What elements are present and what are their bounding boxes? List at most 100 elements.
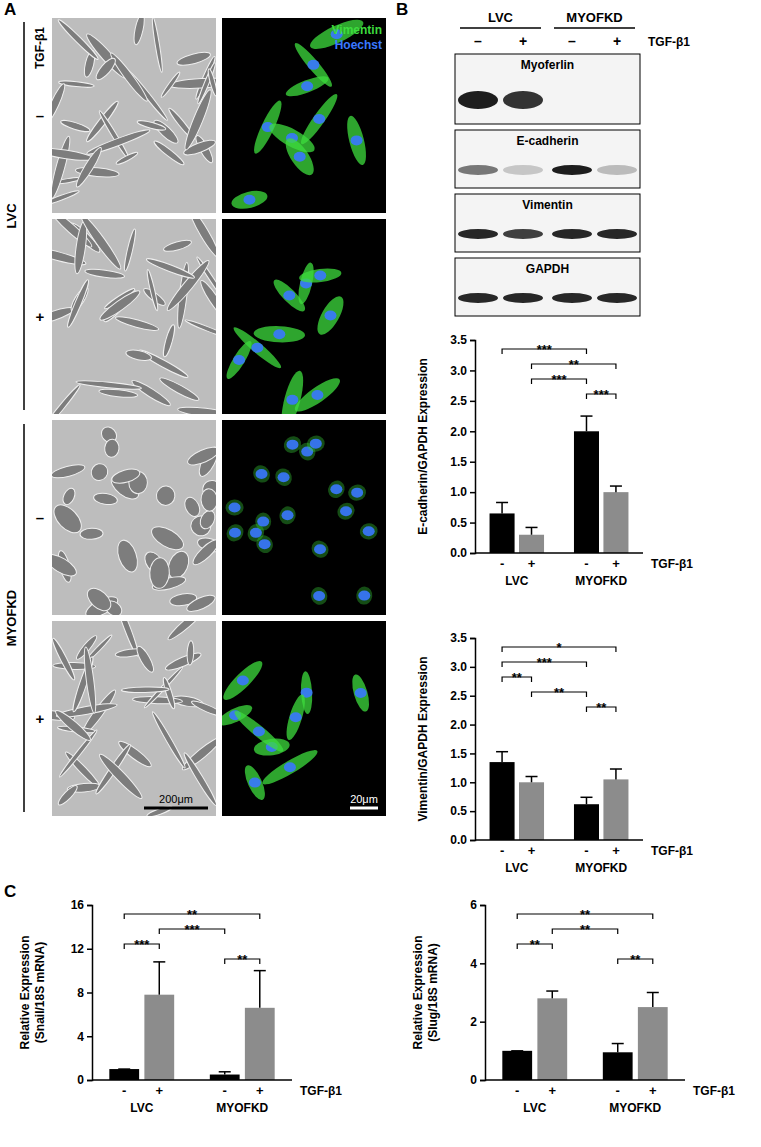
y-tick: 2.0 (450, 718, 475, 732)
error-bar-cap (511, 1050, 523, 1052)
error-bar (610, 486, 622, 492)
chart: 0.00.51.01.52.02.53.03.5-+LVC-+MYOFKDTGF… (416, 333, 693, 588)
error-bar (511, 1050, 523, 1051)
category-label: MYOFKD (575, 861, 627, 875)
cell-nucleus (290, 712, 302, 722)
error-bar-stem (615, 769, 617, 779)
cell-nucleus (284, 762, 296, 772)
cell (96, 751, 145, 801)
error-bar (496, 502, 508, 513)
y-axis-title: E-cadherin/GAPDH Expression (416, 358, 430, 535)
y-tick-label: 1.5 (450, 455, 467, 469)
cell-cytoskeleton (230, 188, 269, 212)
y-tick-label: 0.5 (450, 804, 467, 818)
blot-box (455, 258, 640, 316)
error-bar-cap (610, 485, 622, 487)
error-bar (254, 971, 266, 1008)
y-axis-line (470, 639, 476, 841)
y-tick-mark (470, 431, 475, 433)
y-tick-mark (87, 992, 92, 994)
cell (60, 118, 91, 134)
bar (574, 804, 599, 840)
cell-cytoskeleton (222, 657, 267, 705)
image-background (52, 219, 216, 414)
image-background (52, 18, 216, 213)
error-bar-stem (586, 797, 588, 804)
cell (77, 219, 124, 272)
cell (115, 151, 139, 166)
y-tick-mark (480, 905, 485, 907)
blot-band (458, 165, 498, 175)
protein-label: Myoferlin (521, 58, 574, 72)
error-bar-cap (580, 415, 592, 417)
y-tick: 0.0 (450, 833, 475, 847)
y-tick-label: 2.0 (450, 425, 467, 439)
blot-group-underline (554, 27, 635, 29)
plot-marks (502, 991, 667, 1080)
cell-nucleus (237, 675, 249, 685)
cell (152, 139, 186, 167)
y-tick-label: 3.5 (450, 333, 467, 347)
x-axis-line (475, 552, 643, 554)
cell (121, 687, 169, 693)
blot-band (552, 165, 592, 175)
cell (164, 650, 203, 673)
series-label: - (616, 1083, 620, 1098)
bar (502, 1051, 532, 1080)
blot-band (458, 91, 498, 109)
cell (161, 324, 176, 358)
cell-cytoskeleton (358, 522, 379, 542)
fluorescence-image (222, 420, 386, 615)
error-bar (546, 991, 558, 998)
error-bar-cap (153, 961, 165, 963)
cell-nucleus (351, 488, 363, 498)
cell-cytoskeleton (277, 504, 297, 526)
cell (136, 119, 166, 132)
cell (84, 268, 125, 280)
bar (519, 535, 544, 553)
y-tick: 2.0 (450, 425, 475, 439)
cell-nucleus (363, 526, 375, 536)
x-axis-title: TGF-β1 (693, 1084, 735, 1098)
y-tick-label: 1.0 (450, 485, 467, 499)
cell (160, 71, 182, 99)
cell-cytoskeleton (231, 707, 287, 756)
error-bar (612, 1044, 624, 1053)
cell-cytoskeleton (325, 477, 348, 501)
significance-label: ** (580, 922, 591, 937)
y-tick: 4 (470, 957, 485, 971)
scale-bar (144, 807, 208, 810)
cell (161, 677, 176, 710)
y-axis: 0246 (470, 898, 485, 1087)
cell-cytoskeleton (308, 537, 332, 561)
series-label: + (612, 843, 620, 858)
y-tick: 3.0 (450, 660, 475, 674)
series-label: - (584, 843, 588, 858)
panel-label: B (396, 0, 408, 19)
bar (537, 998, 567, 1080)
scale-bar-label: 200μm (159, 793, 193, 805)
error-bar-cap (496, 751, 508, 753)
image-background (222, 219, 386, 414)
y-tick-mark (87, 1080, 92, 1082)
image-background (52, 621, 216, 816)
blot-band (597, 165, 637, 175)
y-tick-mark (470, 522, 475, 524)
error-bar-cap (647, 992, 659, 994)
cell (149, 557, 170, 589)
cell (185, 592, 216, 615)
y-tick-mark (87, 949, 92, 951)
cell (185, 444, 216, 469)
significance-label: ** (187, 907, 198, 922)
error-bar-stem (531, 777, 533, 783)
panel-label: C (4, 882, 16, 901)
y-tick-label: 3.5 (450, 631, 467, 645)
phase-image (52, 219, 216, 414)
cell-cytoskeleton (225, 499, 244, 516)
y-tick-mark (480, 963, 485, 965)
cell-cytoskeleton (297, 91, 342, 147)
cell-cytoskeleton (355, 586, 373, 606)
y-tick-label: 0.0 (450, 833, 467, 847)
cell-nucleus (358, 591, 370, 601)
condition-label: – (36, 107, 44, 124)
